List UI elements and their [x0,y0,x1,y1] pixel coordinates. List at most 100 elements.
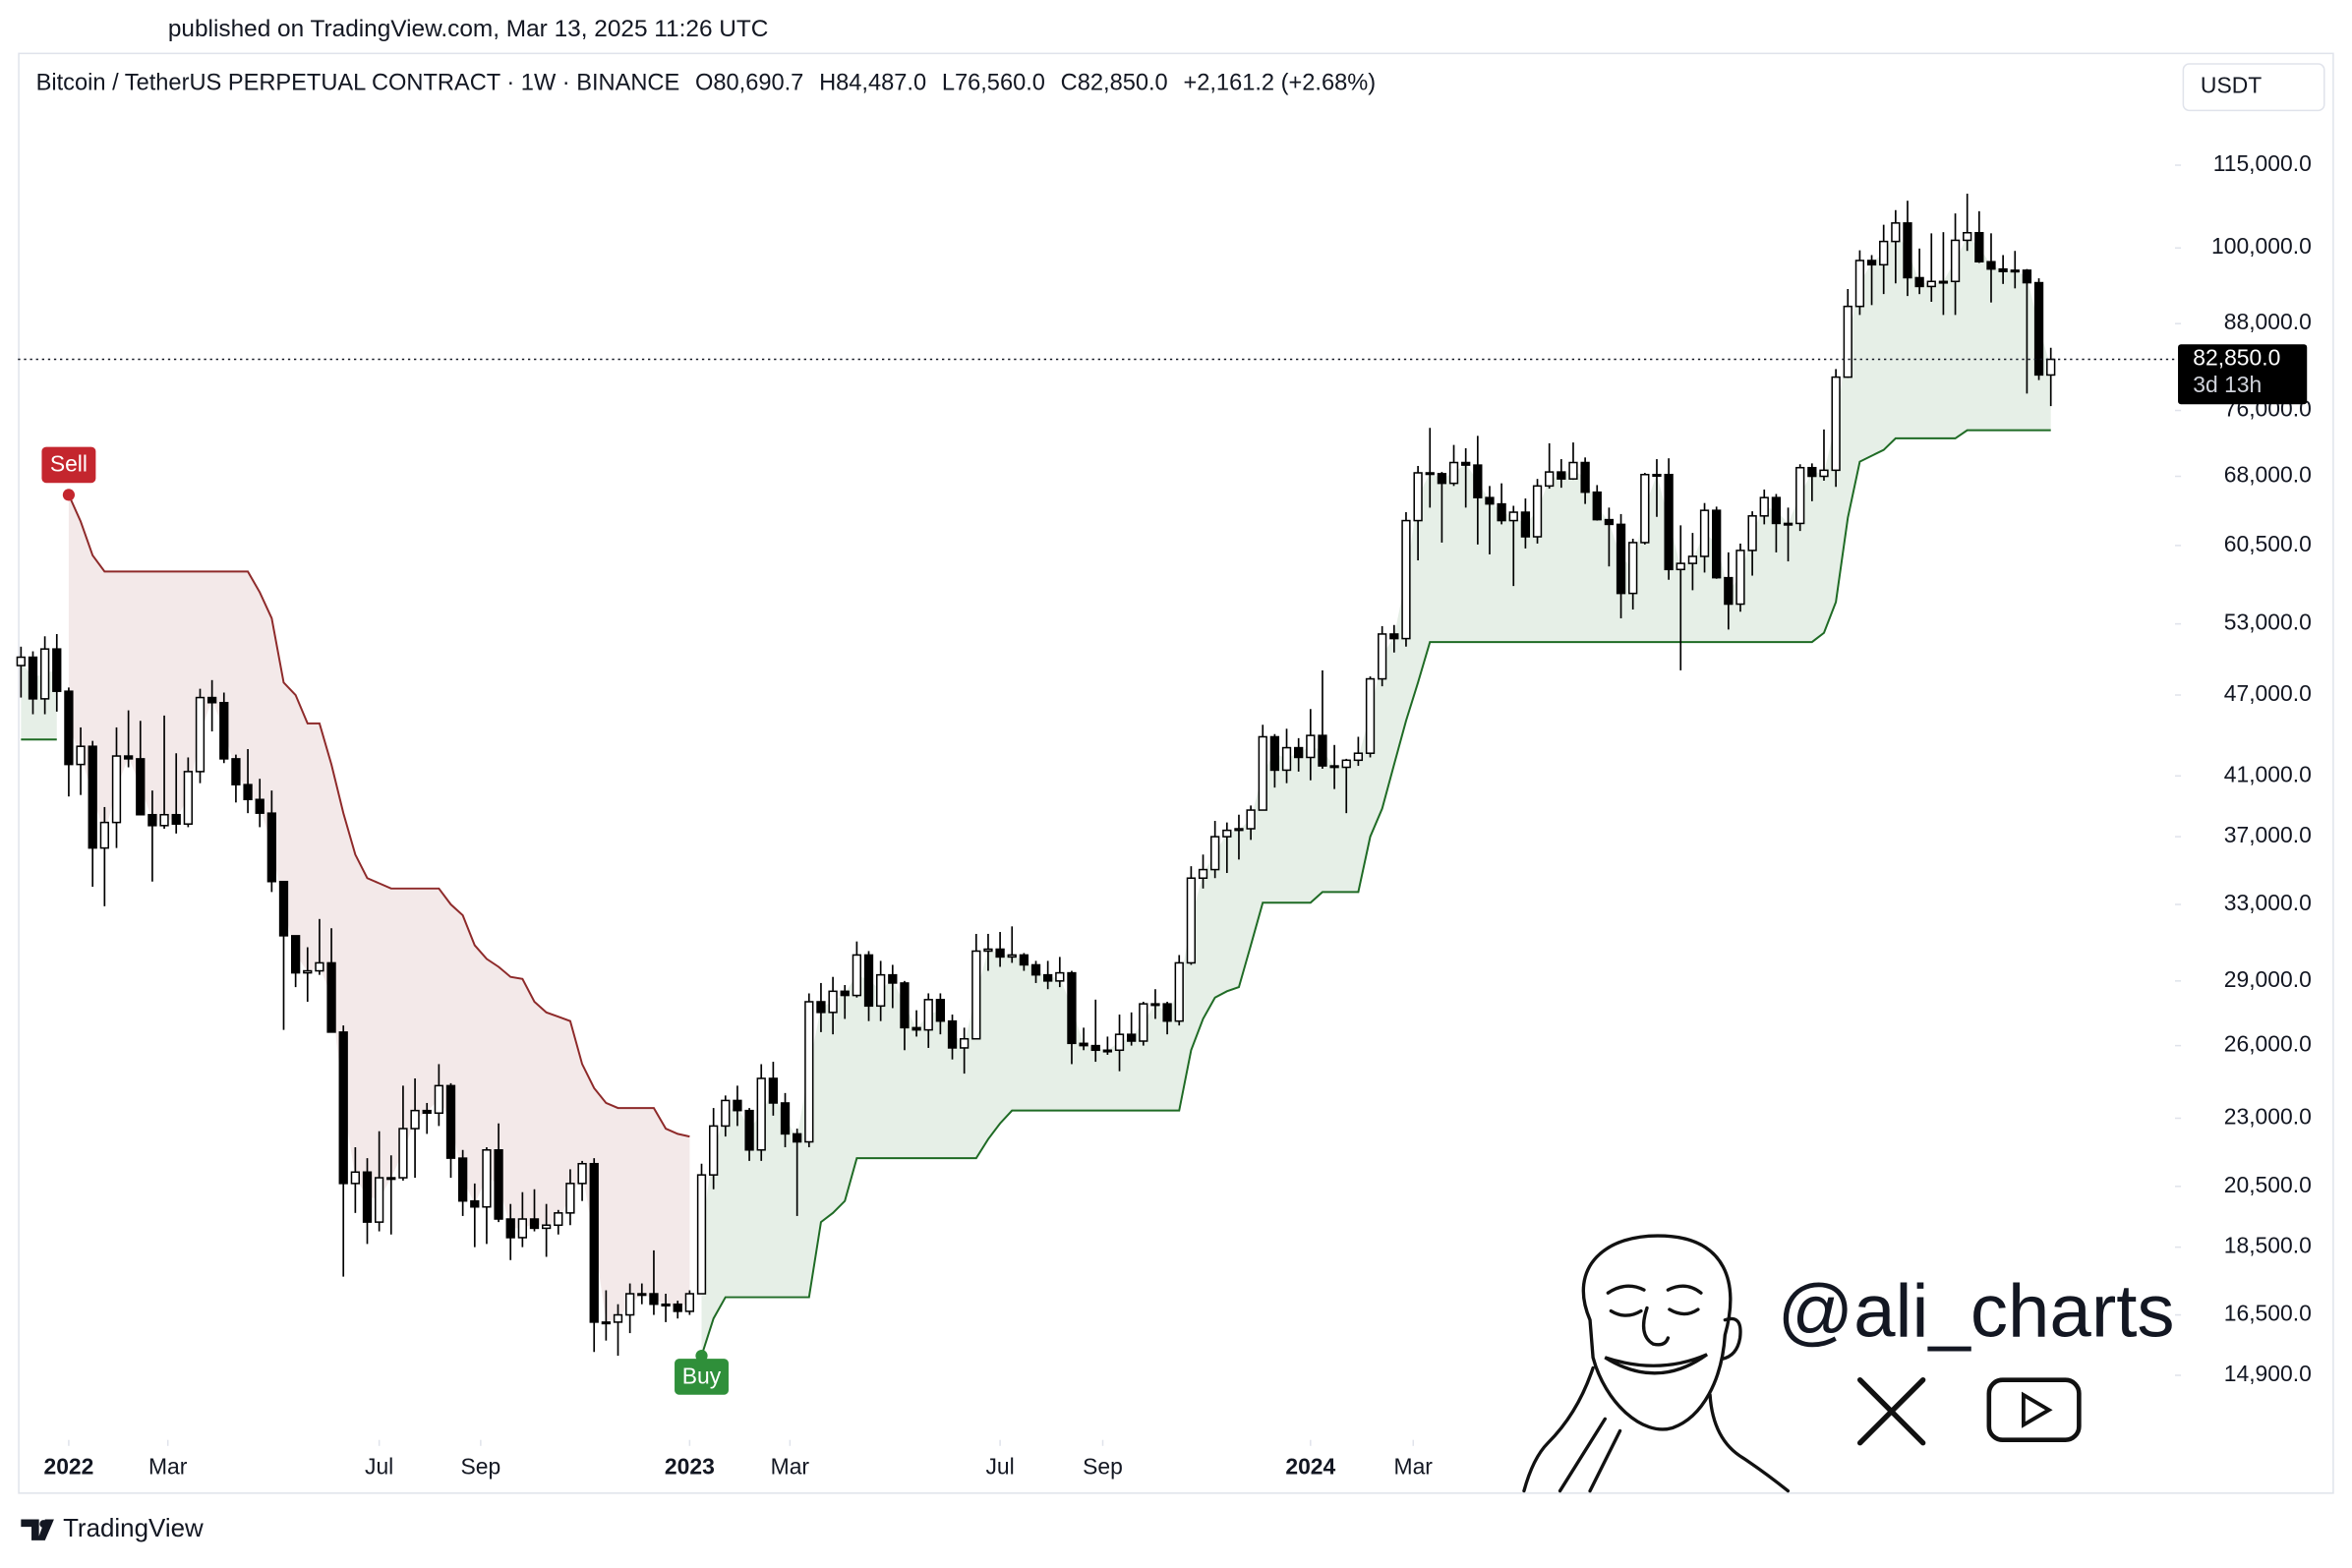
chart-frame [18,52,2334,1494]
y-tick-label: 20,500.0 [2224,1172,2312,1197]
candle-body [422,1109,432,1115]
candle-body [1198,868,1208,880]
candle-body [1162,1003,1172,1022]
candle-body [1294,746,1304,759]
candle-body [840,990,850,997]
low-value: L76,560.0 [942,71,1045,96]
candle-body [52,648,62,692]
y-tick-label: 68,000.0 [2224,462,2312,488]
candle-body [1747,515,1757,552]
candle-body [159,813,169,827]
candle-body [1281,746,1292,772]
candle-body [39,648,50,700]
y-tick-label: 47,000.0 [2224,680,2312,706]
y-tick-label: 18,500.0 [2224,1233,2312,1258]
candle-body [1735,550,1745,606]
candle-body [1604,518,1615,526]
chart-header: Bitcoin / TetherUS PERPETUAL CONTRACT · … [36,71,1377,96]
candle-body [1687,555,1698,564]
candle-body [733,1099,742,1112]
candle-body [1520,511,1531,538]
candle-body [1353,752,1364,762]
signal-box [41,446,96,484]
candle-body [1914,276,1924,288]
signal-label: Buy [682,1363,722,1388]
candle-body [1819,469,1829,478]
candle-body [290,935,301,974]
candle-body [1807,466,1817,478]
candle-body [554,1212,563,1227]
x-tick-label: Mar [1394,1454,1434,1480]
candle-body [828,990,838,1014]
candle-body [1628,542,1638,595]
signal-label: Sell [50,451,88,477]
candle-body [1389,633,1399,640]
x-tick-label: 2023 [665,1454,715,1480]
candle-body [1998,267,2008,272]
watermark-handle: @ali_charts [1778,1270,2175,1354]
candle-body [541,1224,552,1230]
candle-body [684,1293,695,1312]
candle-body [1186,877,1197,964]
y-tick-label: 14,900.0 [2224,1361,2312,1386]
candle-body [1318,734,1327,767]
candle-body [16,656,26,667]
candle-body [482,1148,492,1208]
candle-body [637,1293,647,1297]
candle-body [529,1218,540,1230]
candle-body [136,758,146,816]
signal-box [675,1359,729,1395]
currency-label[interactable]: USDT [2201,73,2262,98]
candle-body [362,1171,373,1223]
candle-body [2022,269,2032,284]
candle-body [278,880,289,937]
candle-body [1067,971,1077,1045]
candle-body [1795,466,1805,525]
y-tick-label: 60,500.0 [2224,531,2312,556]
candle-body [1222,829,1232,838]
candle-body [960,1037,970,1049]
y-tick-label: 115,000.0 [2213,150,2312,176]
candle-body [1461,461,1471,466]
open-value: O80,690.7 [695,71,803,96]
candle-body [2033,281,2044,377]
candle-body [649,1293,659,1306]
trend-fill [701,232,2051,1357]
candle-body [445,1084,456,1159]
candle-body [911,1026,921,1031]
candle-body [923,999,933,1031]
candle-body [1055,971,1065,982]
candle-body [661,1303,671,1307]
candle-body [947,1019,958,1049]
candle-body [1174,961,1184,1022]
candle-body [1437,473,1447,485]
candle-body [1007,954,1017,958]
candle-body [1306,734,1316,759]
candle-body [1831,376,1841,472]
candle-body [1926,280,1936,288]
last-price-label: 82,850.0 [2193,345,2280,371]
candle-body [457,1157,468,1202]
candle-body [111,755,122,824]
currency-button[interactable] [2182,63,2325,112]
candle-body [206,696,217,704]
x-logo [1856,1377,1926,1446]
candle-body [1448,461,1459,485]
candle-body [888,973,898,984]
y-tick-label: 29,000.0 [2224,966,2312,992]
candle-body [303,969,313,974]
candle-body [935,999,946,1022]
candle-body [1378,633,1387,680]
candle-body [1903,222,1912,279]
x-tick-label: Mar [771,1454,810,1480]
candle-body [673,1303,682,1312]
candle-body [1724,576,1734,606]
candle-body [780,1102,791,1135]
y-tick-label: 88,000.0 [2224,309,2312,334]
candle-body [1568,461,1578,480]
candle-body [1759,496,1769,517]
candle-body [470,1199,480,1208]
candle-body [816,1001,826,1014]
candle-body [863,954,874,1008]
